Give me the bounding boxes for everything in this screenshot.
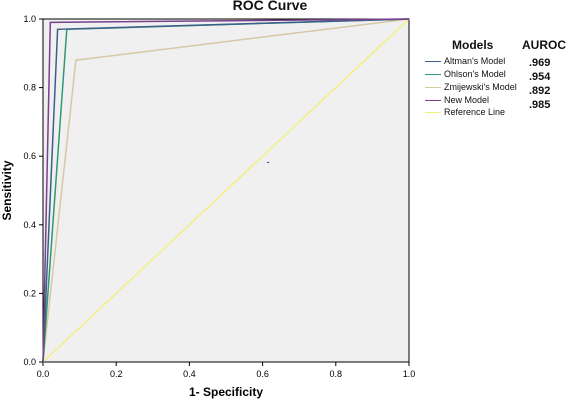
legend-swatch — [425, 73, 441, 75]
y-tick-label: 0.0 — [23, 357, 36, 367]
legend-swatch — [425, 86, 441, 88]
y-axis-label: Sensitivity — [0, 160, 14, 220]
x-axis-label: 1- Specificity — [189, 385, 263, 399]
series-line-zmijewski-s-model — [42, 18, 410, 363]
series-line-altman-s-model — [42, 18, 410, 363]
x-tick-label: 0.8 — [330, 369, 343, 379]
legend-item: New Model — [425, 94, 489, 106]
x-tick-label: 0.4 — [183, 369, 196, 379]
chart-title: ROC Curve — [232, 0, 308, 13]
legend-header-models: Models — [452, 38, 494, 52]
series-line-reference-line — [42, 18, 410, 363]
auroc-value: .969 — [529, 57, 551, 69]
legend-header-auroc: AUROC — [522, 38, 566, 52]
legend-label: Reference Line — [444, 107, 506, 117]
x-tick-label: 1.0 — [403, 369, 416, 379]
auroc-value: .892 — [529, 85, 551, 97]
legend-swatch — [425, 99, 441, 101]
legend-swatch — [425, 111, 441, 113]
legend-item: Reference Line — [425, 106, 505, 118]
auroc-value: .985 — [529, 99, 551, 111]
series-line-new-model — [42, 18, 410, 363]
legend-label: Zmijewski's Model — [444, 82, 517, 92]
auroc-value: .954 — [529, 71, 551, 83]
x-tick-label: 0.2 — [110, 369, 123, 379]
x-tick-label: 0.0 — [37, 369, 50, 379]
legend-swatch — [425, 60, 441, 62]
y-tick-label: 0.2 — [23, 288, 36, 298]
y-tick-label: 0.6 — [23, 151, 36, 161]
x-tick-label: 0.6 — [256, 369, 269, 379]
axis-layer: 0.0 0.2 0.4 0.6 0.8 1.0 0.0 0.2 0.4 0.6 0.8 1.0 1- S… — [0, 14, 415, 399]
legend-item: Ohlson's Model — [425, 68, 506, 80]
y-tick-label: 0.8 — [23, 83, 36, 93]
plot-annotation: - — [267, 157, 270, 167]
legend-item: Altman's Model — [425, 55, 505, 67]
y-tick-label: 1.0 — [23, 14, 36, 24]
legend-item: Zmijewski's Model — [425, 81, 517, 93]
legend-label: Altman's Model — [444, 56, 506, 66]
series-layer — [42, 18, 410, 363]
legend-label: New Model — [444, 95, 490, 105]
y-tick-label: 0.4 — [23, 220, 36, 230]
legend-label: Ohlson's Model — [444, 69, 506, 79]
